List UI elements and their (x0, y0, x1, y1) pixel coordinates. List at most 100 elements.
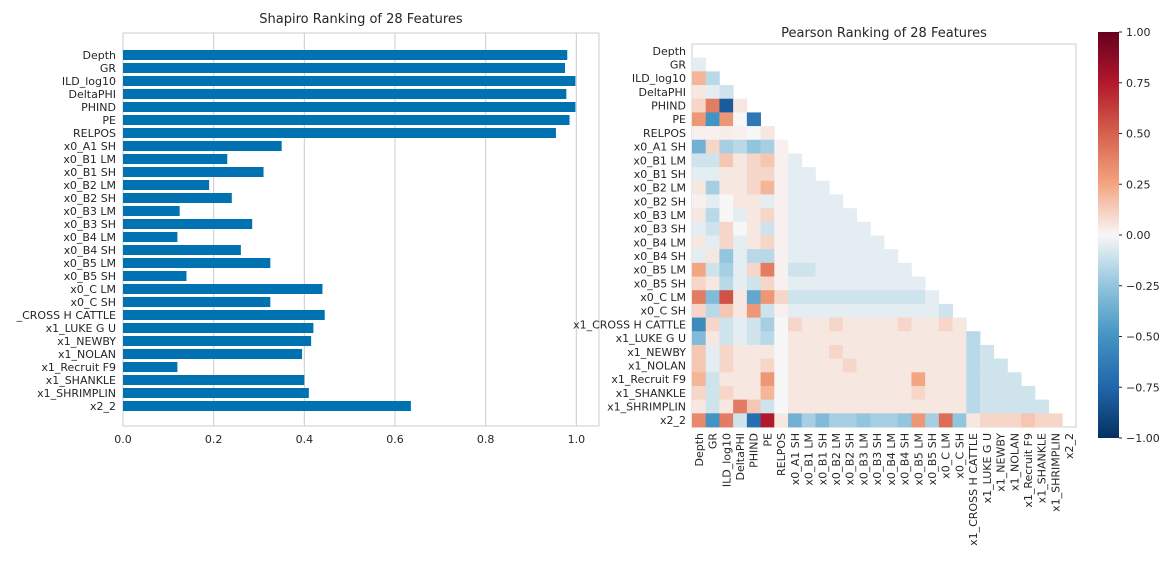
shapiro-y-tick-label: x0_B5 SH (64, 270, 116, 283)
pearson-cell (733, 180, 748, 195)
pearson-cell (897, 344, 912, 360)
pearson-cell (815, 303, 830, 318)
pearson-cell (801, 331, 816, 346)
pearson-cell (884, 358, 899, 373)
pearson-cell (705, 385, 720, 401)
pearson-cell (938, 358, 953, 373)
pearson-cell (746, 413, 761, 428)
pearson-cell (774, 208, 789, 223)
pearson-cell (911, 358, 926, 373)
pearson-cell (829, 331, 844, 346)
pearson-cell (1007, 372, 1022, 387)
pearson-cell (842, 317, 857, 332)
shapiro-x-tick-label: 1.0 (568, 433, 586, 446)
pearson-cell (966, 344, 981, 360)
colorbar-tick-label: −1.00 (1126, 432, 1160, 445)
shapiro-bar (123, 102, 576, 112)
pearson-cell (856, 235, 871, 250)
pearson-x-tick-label: x2_2 (1063, 433, 1076, 459)
pearson-cell (788, 399, 803, 414)
pearson-y-tick-label: RELPOS (643, 127, 686, 140)
shapiro-y-tick-label: PHIND (81, 101, 116, 114)
pearson-cell (692, 331, 707, 346)
pearson-cell (788, 194, 803, 209)
pearson-cell (746, 194, 761, 209)
pearson-y-tick-label: x1_SHANKLE (616, 387, 686, 400)
pearson-cell (829, 399, 844, 414)
pearson-cell (870, 317, 885, 332)
shapiro-y-tick-label: GR (100, 62, 117, 75)
shapiro-y-tick-label: x1_Recruit F9 (41, 361, 116, 374)
pearson-cell (760, 331, 775, 346)
pearson-cell (774, 249, 789, 264)
pearson-cell (842, 262, 857, 277)
pearson-cell (952, 331, 967, 346)
pearson-cell (733, 194, 748, 209)
pearson-cell (692, 358, 707, 373)
pearson-cell (815, 331, 830, 346)
pearson-cell (884, 331, 899, 346)
pearson-cell (829, 317, 844, 332)
shapiro-bar (123, 63, 565, 73)
shapiro-chart-title: Shapiro Ranking of 28 Features (259, 12, 463, 27)
pearson-cell (856, 276, 871, 291)
pearson-cell (925, 317, 940, 332)
pearson-cell (884, 413, 899, 428)
pearson-cell (1007, 413, 1022, 428)
pearson-x-tick-label: GR (707, 433, 720, 450)
pearson-cell (760, 139, 775, 154)
pearson-cell (870, 399, 885, 414)
pearson-cell (856, 372, 871, 387)
pearson-cell (746, 344, 761, 360)
shapiro-bar (123, 115, 570, 125)
pearson-cell (788, 303, 803, 318)
shapiro-y-tick-label: x0_B5 LM (63, 257, 116, 270)
pearson-y-tick-label: ILD_log10 (632, 72, 686, 85)
pearson-cell (788, 317, 803, 332)
pearson-cell (692, 85, 707, 100)
pearson-cell (870, 358, 885, 373)
pearson-cell (788, 276, 803, 291)
pearson-cell (719, 344, 734, 360)
pearson-cell (938, 399, 953, 414)
pearson-cell (993, 385, 1008, 401)
pearson-cell (774, 358, 789, 373)
pearson-cell (911, 303, 926, 318)
colorbar-tick-labels: 1.00 0.75 0.50 0.25 0.00 −0.25 −0.50 −0.75 −1.00 (1119, 26, 1160, 445)
pearson-cell (897, 358, 912, 373)
pearson-cell (829, 235, 844, 250)
pearson-cell (993, 413, 1008, 428)
pearson-cell (815, 249, 830, 264)
shapiro-y-tick-label: x0_B2 SH (64, 192, 116, 205)
pearson-cell (815, 344, 830, 360)
pearson-cell (760, 276, 775, 291)
pearson-cell (733, 344, 748, 360)
pearson-cell (856, 303, 871, 318)
pearson-cell (925, 399, 940, 414)
pearson-cell (870, 344, 885, 360)
pearson-cell (719, 385, 734, 401)
pearson-cell (788, 249, 803, 264)
pearson-cell (760, 303, 775, 318)
pearson-cell (788, 358, 803, 373)
pearson-cell (774, 303, 789, 318)
shapiro-bar (123, 245, 241, 255)
pearson-cell (760, 249, 775, 264)
pearson-cell (897, 276, 912, 291)
pearson-cell (815, 194, 830, 209)
pearson-cell (719, 153, 734, 168)
pearson-x-tick-label: x1_LUKE G U (981, 433, 994, 503)
pearson-cell (842, 344, 857, 360)
pearson-cell (719, 331, 734, 346)
pearson-cell (884, 385, 899, 401)
pearson-cell (801, 167, 816, 182)
pearson-cell (870, 249, 885, 264)
pearson-cell (911, 372, 926, 387)
pearson-cell (760, 126, 775, 141)
pearson-cell (788, 180, 803, 195)
pearson-cell (774, 331, 789, 346)
pearson-cell (829, 290, 844, 305)
pearson-cell (911, 385, 926, 401)
pearson-cell (842, 358, 857, 373)
pearson-cell (733, 385, 748, 401)
